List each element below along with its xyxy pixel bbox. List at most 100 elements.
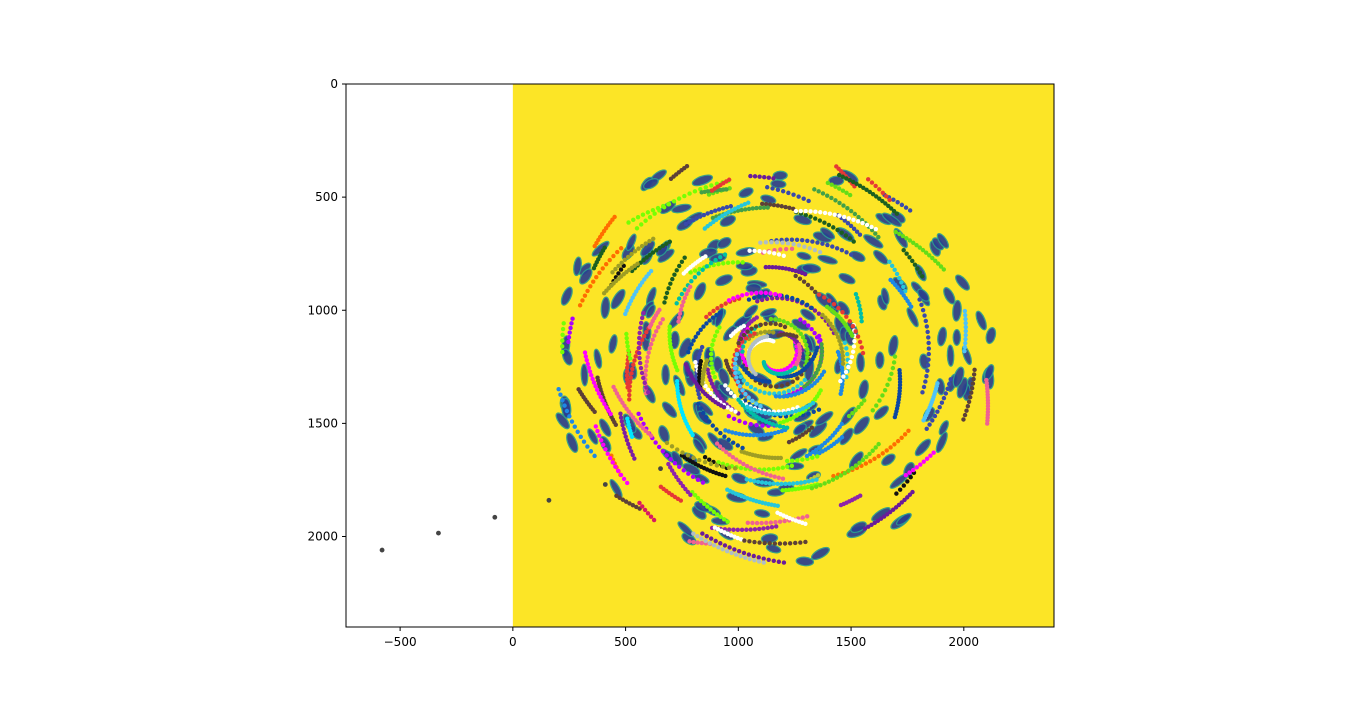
- track-point: [611, 384, 616, 390]
- track-point: [725, 405, 730, 410]
- track-point: [674, 382, 680, 387]
- track-point: [618, 415, 624, 420]
- track-point: [772, 541, 778, 546]
- track-point: [605, 451, 610, 456]
- track-point: [818, 210, 823, 215]
- track-point: [681, 468, 686, 473]
- track-point: [747, 333, 753, 338]
- track-point: [775, 510, 780, 515]
- cell-blob: [716, 236, 732, 249]
- track-point: [911, 240, 916, 245]
- track-point: [765, 432, 771, 437]
- track-point: [710, 215, 716, 221]
- track-point: [619, 260, 624, 266]
- track-point: [648, 514, 654, 519]
- cell-blob: [820, 227, 836, 240]
- track-point: [857, 183, 863, 188]
- track-point: [741, 332, 747, 338]
- track-point: [558, 392, 563, 397]
- track-point: [753, 324, 759, 329]
- track-point: [732, 466, 738, 471]
- track-point: [904, 251, 909, 256]
- track-point: [718, 541, 723, 546]
- track-point: [727, 527, 732, 532]
- cell-blob: [677, 521, 694, 538]
- track-point: [873, 183, 878, 189]
- track-point: [703, 254, 708, 259]
- track-point: [741, 550, 747, 556]
- track-point: [896, 502, 902, 508]
- track-point: [846, 216, 852, 221]
- track-point: [802, 244, 807, 249]
- track-point: [747, 556, 752, 562]
- track-point: [752, 467, 757, 472]
- cell-blob: [938, 420, 949, 436]
- track-point: [780, 465, 785, 470]
- track-point: [664, 241, 669, 246]
- track-point: [907, 255, 912, 260]
- track-point: [780, 265, 785, 271]
- track-point: [901, 284, 906, 289]
- track-point: [787, 481, 792, 486]
- track-point: [873, 231, 878, 236]
- track-point: [719, 303, 724, 309]
- track-point: [727, 545, 732, 550]
- track-point: [742, 555, 748, 560]
- track-point: [963, 340, 968, 346]
- track-point: [743, 207, 748, 212]
- track-point: [748, 384, 754, 390]
- track-point: [709, 365, 715, 371]
- track-point: [818, 388, 823, 393]
- track-point: [761, 526, 766, 531]
- track-point: [840, 357, 846, 362]
- track-point: [805, 282, 811, 288]
- track-point: [930, 255, 935, 261]
- track-point: [625, 361, 630, 366]
- track-point: [708, 390, 713, 396]
- track-point: [627, 397, 632, 402]
- track-point: [917, 245, 922, 250]
- track-point: [689, 278, 694, 284]
- track-point: [853, 329, 858, 334]
- track-point: [833, 184, 838, 189]
- track-point: [762, 540, 767, 546]
- outlier-point: [546, 497, 552, 503]
- track-point: [770, 411, 776, 417]
- track-point: [829, 195, 834, 201]
- track-point: [881, 514, 887, 519]
- track-point: [812, 373, 817, 379]
- track-point: [683, 362, 688, 367]
- track-point: [688, 492, 693, 498]
- track-point: [914, 465, 919, 470]
- track-point: [732, 206, 738, 211]
- track-point: [962, 344, 968, 350]
- track-point: [755, 409, 761, 414]
- track-point: [711, 509, 717, 515]
- track-point: [740, 388, 745, 393]
- track-point: [841, 374, 846, 379]
- track-point: [709, 381, 715, 386]
- track-point: [621, 426, 626, 432]
- track-point: [775, 187, 781, 192]
- track-point: [638, 365, 644, 371]
- track-point: [652, 211, 657, 216]
- track-point: [746, 200, 751, 205]
- track-point: [640, 212, 646, 217]
- cell-blob: [952, 328, 962, 346]
- track-point: [808, 214, 813, 219]
- track-point: [723, 428, 728, 433]
- track-point: [750, 206, 755, 211]
- track-point: [684, 163, 690, 169]
- track-point: [791, 192, 796, 197]
- track-point: [840, 174, 845, 179]
- track-point: [744, 463, 750, 469]
- track-point: [674, 474, 679, 480]
- track-point: [852, 211, 858, 217]
- track-point: [619, 419, 625, 424]
- track-point: [783, 204, 788, 210]
- track-point: [667, 338, 673, 343]
- track-point: [752, 407, 757, 413]
- track-point: [796, 194, 801, 199]
- track-point: [828, 321, 833, 326]
